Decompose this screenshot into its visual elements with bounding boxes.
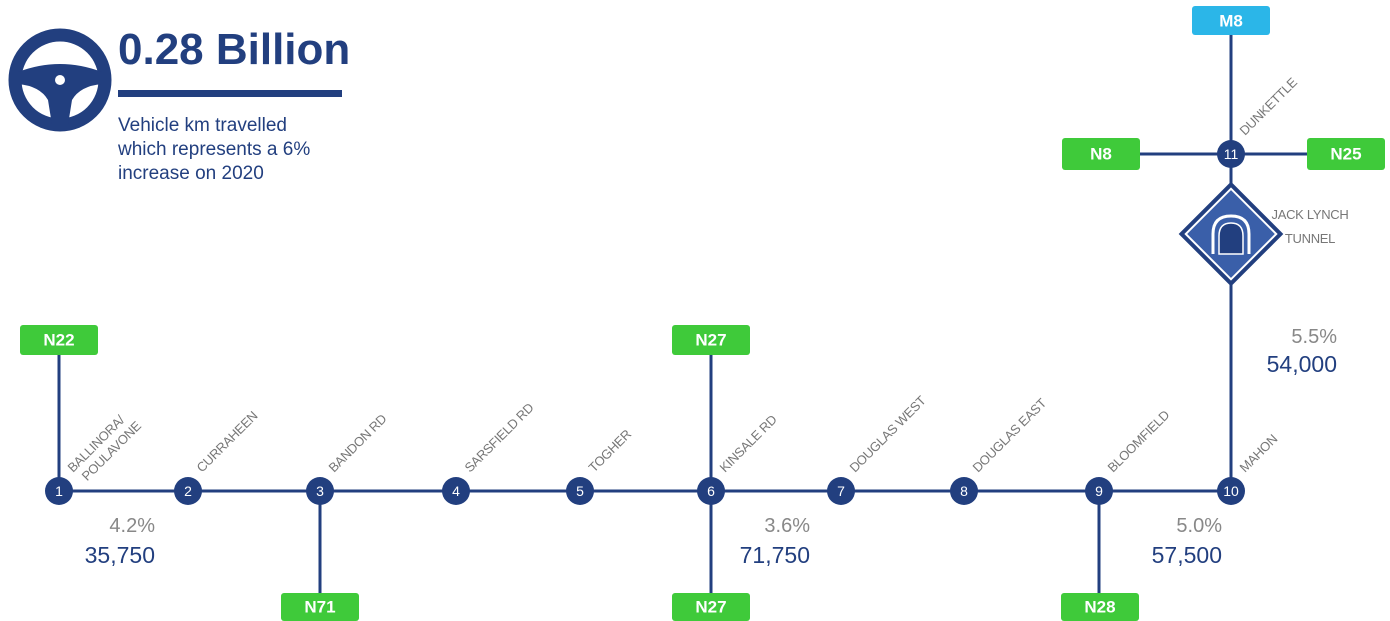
junction-number: 9 [1095, 483, 1103, 499]
tunnel-label: TUNNEL [1285, 231, 1335, 246]
road-box: N27 [672, 593, 750, 621]
junction-number: 7 [837, 483, 845, 499]
road-box: N8 [1062, 138, 1140, 170]
road-label: M8 [1219, 12, 1243, 31]
junction-number: 8 [960, 483, 968, 499]
road-label: N25 [1330, 145, 1361, 164]
road-label: N8 [1090, 145, 1112, 164]
headline: 0.28 Billion [118, 25, 350, 74]
road-label: N71 [304, 598, 335, 617]
growth-percent: 3.6% [764, 515, 810, 537]
road-box: N28 [1061, 593, 1139, 621]
headline-bar [118, 90, 342, 97]
junction-name: BANDON RD [326, 411, 390, 475]
junction-name-line: SARSFIELD RD [462, 400, 537, 475]
junction-number: 6 [707, 483, 715, 499]
growth-percent: 5.0% [1176, 515, 1222, 537]
junction-name: SARSFIELD RD [462, 400, 537, 475]
junction-name-line: KINSALE RD [717, 412, 780, 475]
junction-name-line: TOGHER [586, 427, 634, 475]
tunnel-label: JACK LYNCH [1272, 207, 1349, 222]
growth-percent: 5.5% [1291, 326, 1337, 348]
growth-percent: 4.2% [109, 515, 155, 537]
junction-name-line: BANDON RD [326, 411, 390, 475]
junction-name: CURRAHEEN [194, 408, 261, 475]
route-lines [57, 20, 1345, 608]
steering-wheel-icon [8, 28, 112, 132]
junction-name: DOUGLAS EAST [970, 395, 1050, 475]
road-label: N27 [695, 331, 726, 350]
road-box: N71 [281, 593, 359, 621]
description: increase on 2020 [118, 163, 264, 184]
junction-name: MAHON [1237, 431, 1281, 475]
junction-name-line: DOUGLAS WEST [847, 393, 929, 475]
junction-number: 2 [184, 483, 192, 499]
junction [950, 477, 978, 505]
junction-name-line: MAHON [1237, 431, 1281, 475]
junction [566, 477, 594, 505]
junction-name: BLOOMFIELD [1105, 407, 1173, 475]
junction-name: KINSALE RD [717, 412, 780, 475]
junction-number: 3 [316, 483, 324, 499]
junction-number: 5 [576, 483, 584, 499]
road-box: M8 [1192, 6, 1270, 35]
junction-name-line: BLOOMFIELD [1105, 407, 1173, 475]
junction-number: 1 [55, 483, 63, 499]
junction [45, 477, 73, 505]
junction-number: 10 [1223, 483, 1239, 499]
junction-number: 4 [452, 483, 460, 499]
traffic-count: 71,750 [740, 542, 810, 568]
junction [1085, 477, 1113, 505]
description: Vehicle km travelled [118, 115, 287, 136]
junction [306, 477, 334, 505]
junction [174, 477, 202, 505]
traffic-count: 35,750 [85, 542, 155, 568]
junction-name: DOUGLAS WEST [847, 393, 929, 475]
junction-name: TOGHER [586, 427, 634, 475]
junction [1217, 477, 1245, 505]
junction-name-line: DOUGLAS EAST [970, 395, 1050, 475]
traffic-count: 57,500 [1152, 542, 1222, 568]
road-box: N27 [672, 325, 750, 355]
junction-name-line: DUNKETTLE [1237, 74, 1301, 138]
junction [827, 477, 855, 505]
road-label: N27 [695, 598, 726, 617]
road-label: N22 [43, 331, 74, 350]
junction [442, 477, 470, 505]
junction-name-line: CURRAHEEN [194, 408, 261, 475]
tunnel-icon [1178, 181, 1284, 287]
junction [697, 477, 725, 505]
road-box: N25 [1307, 138, 1385, 170]
road-box: N22 [20, 325, 98, 355]
traffic-count: 54,000 [1267, 351, 1337, 377]
road-label: N28 [1084, 598, 1115, 617]
junction-name: DUNKETTLE [1237, 74, 1301, 138]
junction-number: 11 [1224, 146, 1239, 162]
junction [1217, 140, 1245, 168]
description: which represents a 6% [117, 139, 310, 160]
junction-name: BALLINORA/POULAVONE [65, 407, 145, 487]
